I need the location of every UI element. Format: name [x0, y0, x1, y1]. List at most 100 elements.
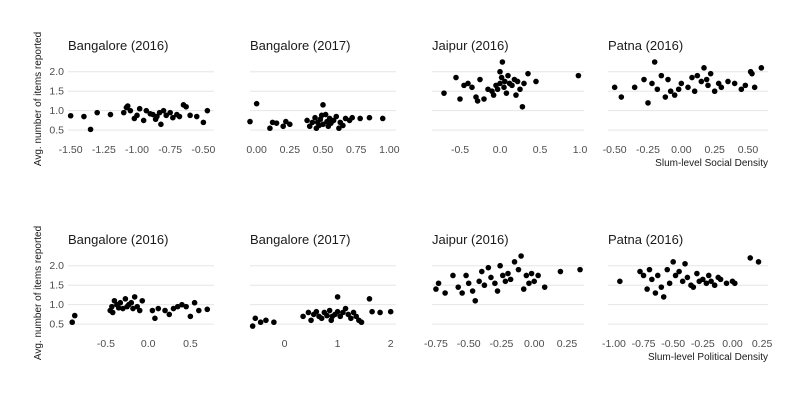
data-point [109, 309, 116, 316]
data-point [501, 84, 507, 91]
data-point [476, 278, 482, 285]
data-point [575, 72, 582, 79]
data-point [334, 294, 341, 300]
data-point [678, 80, 685, 87]
data-point [170, 305, 177, 312]
data-point [498, 74, 505, 81]
x-tick-label: -1.50 [59, 144, 83, 156]
data-point [670, 259, 676, 265]
data-point [703, 76, 710, 83]
x-tick-label: 0.25 [280, 144, 301, 156]
data-point [503, 90, 510, 96]
data-point [731, 80, 738, 87]
x-tick-label: 0.0 [141, 338, 156, 350]
x-tick-label: 0.00 [524, 338, 545, 350]
data-point [162, 307, 168, 314]
data-point [253, 100, 260, 107]
panel-3: Jaipur (2016) -0.5 0.0 0.5 1.0 [432, 38, 587, 156]
data-point [325, 123, 332, 130]
data-point [725, 78, 731, 85]
data-point [644, 286, 650, 292]
panel-title: Patna (2016) [608, 38, 683, 53]
data-point [469, 288, 476, 294]
data-point [271, 319, 277, 326]
data-point [751, 84, 758, 91]
data-point [490, 92, 497, 98]
data-point [442, 290, 448, 296]
data-point [703, 280, 710, 287]
data-point [349, 114, 356, 121]
x-tick-label: 0.25 [704, 144, 725, 156]
x-tick-label: 0.5 [533, 144, 548, 156]
data-point [708, 278, 714, 285]
data-point [690, 284, 697, 290]
data-point [641, 76, 647, 83]
data-point [155, 305, 162, 312]
data-point [518, 253, 524, 259]
data-point [193, 113, 200, 120]
data-point [664, 266, 671, 273]
data-point [187, 313, 194, 320]
data-point [515, 266, 522, 273]
data-point [758, 65, 765, 71]
x-tick-label: 0.25 [752, 338, 773, 350]
data-point [747, 255, 754, 261]
data-point [322, 111, 329, 118]
data-point [469, 84, 475, 91]
data-point [69, 319, 76, 326]
y-tick-label: 0.5 [49, 319, 64, 331]
data-point [340, 122, 346, 129]
data-point [287, 121, 293, 128]
data-point [252, 315, 259, 322]
data-point [646, 266, 653, 273]
data-point [485, 264, 492, 271]
data-point [160, 107, 167, 114]
data-point [369, 308, 375, 315]
data-point [366, 296, 373, 302]
x-tick-label: 1 [335, 338, 341, 350]
panel-title: Bangalore (2017) [250, 38, 350, 53]
data-point [191, 299, 198, 306]
x-tick-label: -0.50 [661, 338, 685, 350]
x-tick-label: -1.00 [125, 144, 149, 156]
data-point [305, 309, 312, 316]
data-point [488, 274, 494, 281]
data-point [531, 278, 538, 285]
data-point [520, 286, 527, 292]
data-point [711, 88, 718, 95]
data-point [107, 111, 114, 118]
panel-6: Bangalore (2017) 0 1 2 [249, 232, 396, 350]
data-point [326, 307, 333, 314]
data-point [120, 109, 127, 116]
data-point [342, 305, 349, 312]
panel-title: Patna (2016) [608, 232, 683, 247]
data-point [698, 78, 705, 85]
data-point [158, 121, 164, 128]
x-tick-label: -0.75 [424, 338, 448, 350]
data-point [152, 116, 159, 123]
data-point [481, 282, 488, 289]
data-point [435, 280, 442, 287]
data-point [174, 303, 181, 310]
data-point [313, 308, 320, 315]
data-point [459, 290, 465, 296]
x-tick-label: -0.50 [457, 338, 481, 350]
data-point [660, 294, 667, 300]
data-point [651, 59, 658, 65]
data-point [700, 276, 706, 283]
y-tick-label: 1.0 [49, 299, 64, 311]
data-point [705, 272, 712, 279]
data-point [328, 317, 335, 324]
data-point [533, 78, 539, 85]
x-tick-label: 0.00 [722, 338, 743, 350]
panel-2: Bangalore (2017) 0.00 0.25 0.50 0.75 1.00 [246, 38, 399, 156]
data-point [645, 100, 651, 106]
data-point [204, 107, 211, 114]
data-point [658, 72, 665, 79]
data-point [312, 114, 318, 121]
data-point [127, 107, 134, 114]
data-point [67, 112, 74, 119]
data-point [618, 94, 625, 100]
data-point [358, 319, 365, 326]
data-point [334, 308, 341, 315]
